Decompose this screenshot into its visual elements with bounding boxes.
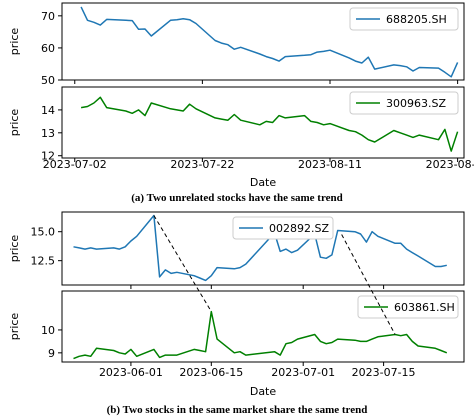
series-line-603861.SH <box>73 310 448 360</box>
x-tick-label: 2023-07-22 <box>170 158 234 171</box>
y-tick-label: 50 <box>41 74 55 87</box>
caption-a: (a) Two unrelated stocks have the same t… <box>131 192 343 204</box>
x-axis-label: Date <box>250 176 277 189</box>
legend-label: 002892.SZ <box>269 222 329 235</box>
y-axis-label: price <box>8 28 21 56</box>
x-tick-label: 2023-07-02 <box>43 158 107 171</box>
y-axis-label: price <box>8 313 21 341</box>
y-tick-label: 15.0 <box>31 226 56 239</box>
legend-box <box>349 91 459 115</box>
x-tick-label: 2023-07-15 <box>352 366 416 379</box>
y-tick-label: 9 <box>48 347 55 360</box>
legend-label: 300963.SZ <box>386 97 446 110</box>
series-line-002892.SZ <box>73 214 447 282</box>
series-line-300963.SZ <box>80 96 459 152</box>
x-tick-label: 2023-08-11 <box>298 158 362 171</box>
trend-connector <box>341 234 396 335</box>
x-axis-label: Date <box>250 385 277 398</box>
legend-box <box>357 295 459 319</box>
series-line-688205.SH <box>80 6 459 78</box>
trend-connector <box>153 215 212 312</box>
y-tick-label: 14 <box>41 104 55 117</box>
y-tick-label: 13 <box>41 127 55 140</box>
legend-label: 688205.SH <box>386 13 447 26</box>
legend-label: 603861.SH <box>394 301 455 314</box>
legend-box <box>232 216 334 240</box>
caption-b: (b) Two stocks in the same market share … <box>106 404 368 416</box>
y-tick-label: 70 <box>41 10 55 23</box>
x-tick-label: 2023-06-01 <box>99 366 163 379</box>
y-tick-label: 12 <box>41 150 55 163</box>
legend-box <box>349 7 459 31</box>
y-axis-label: price <box>8 235 21 263</box>
y-tick-label: 60 <box>41 42 55 55</box>
x-tick-label: 2023-06-15 <box>179 366 243 379</box>
y-tick-label: 10 <box>41 324 55 337</box>
x-tick-label: 2023-08-31 <box>426 158 474 171</box>
y-tick-label: 12.5 <box>31 255 56 268</box>
y-axis-label: price <box>8 109 21 137</box>
x-tick-label: 2023-07-01 <box>271 366 335 379</box>
